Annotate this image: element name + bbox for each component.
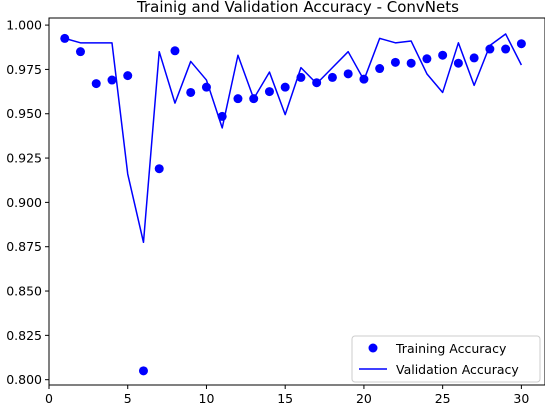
training-accuracy-point	[359, 74, 369, 84]
x-tick-label: 10	[199, 391, 215, 406]
y-tick-label: 0.850	[6, 284, 42, 299]
plot-frame	[48, 17, 545, 386]
training-accuracy-point	[296, 72, 306, 82]
training-accuracy-point	[406, 58, 416, 68]
training-accuracy-point	[154, 164, 164, 174]
training-accuracy-point	[201, 82, 211, 92]
training-accuracy-point	[217, 111, 227, 121]
y-tick-label: 0.800	[6, 372, 42, 387]
training-accuracy-point	[453, 58, 463, 68]
training-accuracy-point	[343, 69, 353, 79]
training-accuracy-point	[60, 33, 70, 43]
legend-label-training: Training Accuracy	[395, 341, 507, 356]
training-accuracy-point	[327, 72, 337, 82]
training-accuracy-point	[469, 53, 479, 63]
x-tick-label: 20	[356, 391, 372, 406]
training-accuracy-point	[485, 44, 495, 54]
training-accuracy-point	[501, 44, 511, 54]
y-tick-label: 0.900	[6, 195, 42, 210]
plot-area	[60, 33, 526, 376]
x-tick-label: 0	[45, 391, 53, 406]
training-accuracy-point	[422, 54, 432, 64]
training-accuracy-point	[280, 82, 290, 92]
x-tick-label: 30	[513, 391, 529, 406]
y-tick-label: 0.925	[6, 151, 42, 166]
legend-frame	[351, 335, 541, 383]
training-accuracy-point	[123, 71, 133, 81]
x-tick-label: 25	[435, 391, 451, 406]
training-accuracy-point	[75, 47, 85, 57]
y-tick-label: 0.875	[6, 239, 42, 254]
training-accuracy-point	[375, 64, 385, 74]
training-accuracy-point	[107, 75, 117, 85]
x-tick-label: 15	[277, 391, 293, 406]
y-tick-label: 0.825	[6, 328, 42, 343]
validation-accuracy-line	[64, 33, 523, 244]
training-accuracy-point	[233, 94, 243, 104]
legend: Training Accuracy Validation Accuracy	[351, 335, 541, 383]
legend-label-validation: Validation Accuracy	[396, 362, 519, 377]
axis-ticks: 0.800 0.825 0.850 0.875 0.900 0.925 0.950 0.975…	[6, 18, 529, 406]
y-tick-label: 0.975	[6, 62, 42, 77]
training-accuracy-point	[249, 94, 259, 104]
y-tick-label: 1.000	[6, 18, 42, 33]
training-accuracy-point	[186, 87, 196, 97]
training-accuracy-point	[312, 78, 322, 88]
training-accuracy-point	[390, 57, 400, 67]
training-accuracy-point	[91, 79, 101, 89]
x-tick-label: 5	[124, 391, 132, 406]
training-accuracy-point	[438, 50, 448, 60]
training-accuracy-point	[138, 366, 148, 376]
training-accuracy-point	[264, 87, 274, 97]
legend-marker-training	[368, 343, 378, 353]
y-tick-label: 0.950	[6, 106, 42, 121]
training-accuracy-point	[516, 39, 526, 49]
chart-title: Trainig and Validation Accuracy - ConvNe…	[136, 0, 459, 16]
training-accuracy-point	[170, 46, 180, 56]
